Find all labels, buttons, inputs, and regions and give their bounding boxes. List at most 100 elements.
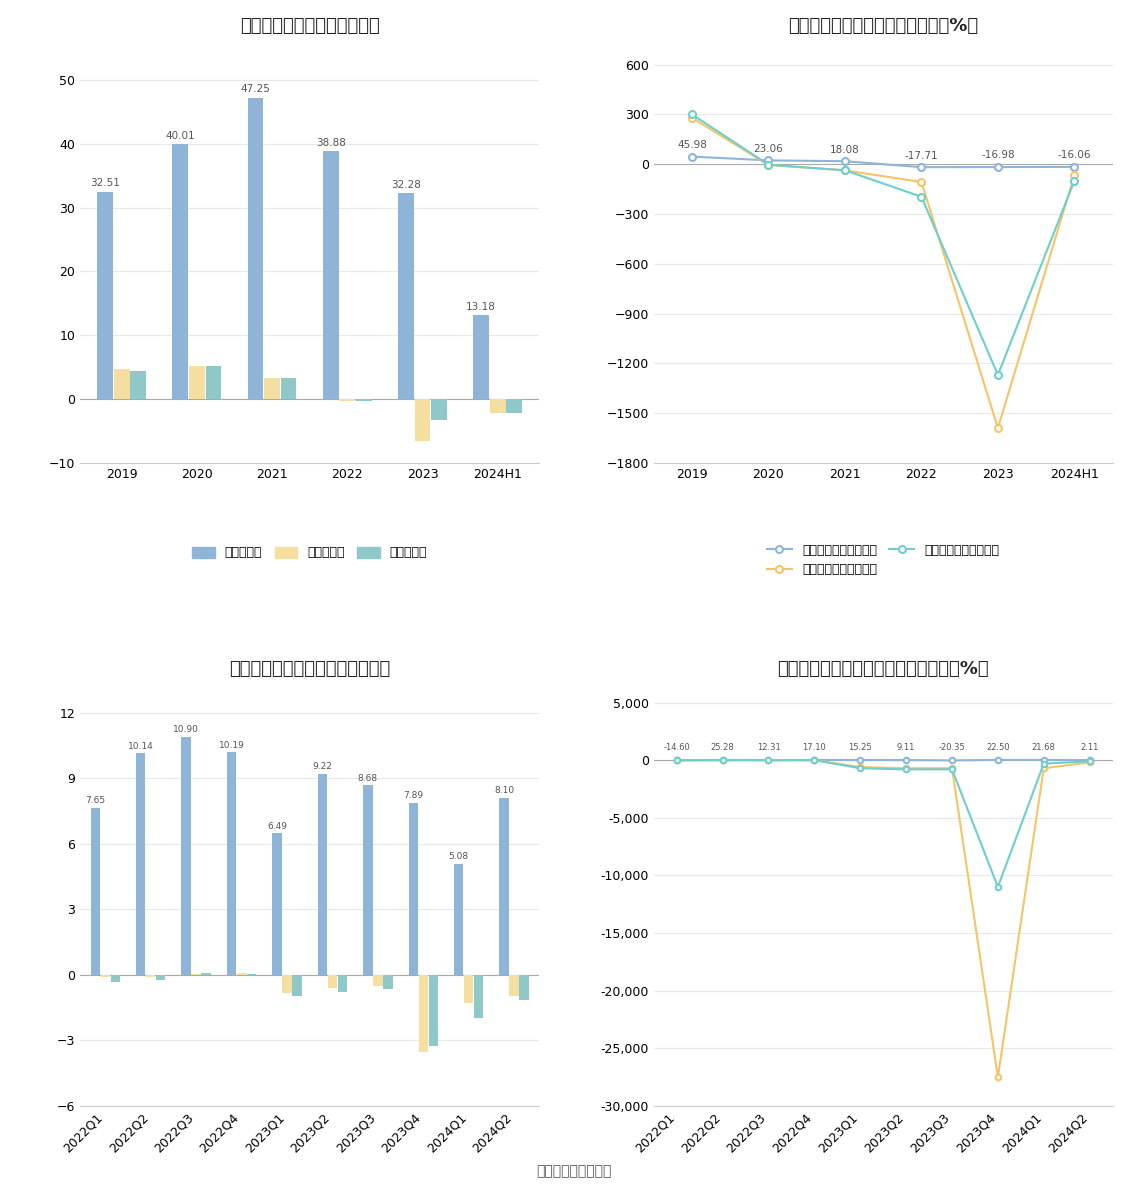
Text: 32.28: 32.28: [391, 180, 421, 190]
才非净利润同比增长率: [899, 762, 913, 776]
Text: 22.50: 22.50: [986, 743, 1009, 752]
Bar: [419, 975, 428, 1052]
Bar: [509, 975, 518, 996]
Bar: [146, 975, 156, 976]
才非净利润同比增长率: [853, 761, 867, 775]
营业总收入同比增长率: [838, 154, 852, 168]
营业总收入同比增长率: [807, 752, 821, 767]
归母净利润同比增长率: [762, 752, 775, 767]
Text: 9.22: 9.22: [312, 762, 333, 770]
Bar: [236, 974, 247, 975]
Bar: [383, 975, 392, 989]
Text: 23.06: 23.06: [754, 144, 783, 154]
Bar: [490, 399, 506, 412]
营业总收入同比增长率: [685, 149, 699, 163]
Bar: [181, 737, 190, 975]
Text: -16.98: -16.98: [981, 150, 1015, 160]
归母净利润同比增长率: [670, 752, 684, 767]
Bar: [136, 754, 146, 975]
归母净利润同比增长率: [1083, 755, 1097, 769]
Bar: [156, 975, 165, 980]
才非净利润同比增长率: [716, 752, 729, 767]
归母净利润同比增长率: [838, 163, 852, 178]
才非净利润同比增长率: [685, 107, 699, 121]
Bar: [205, 367, 221, 399]
Bar: [337, 975, 348, 992]
Bar: [172, 144, 188, 399]
营业总收入同比增长率: [716, 752, 729, 767]
Legend: 营业总收入, 归母净利润, 才非净利润: 营业总收入, 归母净利润, 才非净利润: [187, 541, 432, 565]
Bar: [474, 315, 489, 399]
Text: -17.71: -17.71: [905, 150, 938, 161]
Bar: [189, 365, 204, 399]
Text: -20.35: -20.35: [938, 743, 966, 752]
营业总收入同比增长率: [1083, 752, 1097, 767]
营业总收入同比增长率: [945, 754, 959, 768]
营业总收入同比增长率: [670, 754, 684, 768]
Line: 归母净利润同比增长率: 归母净利润同比增长率: [688, 114, 1078, 432]
才非净利润同比增长率: [1068, 173, 1082, 188]
Text: 10.19: 10.19: [219, 740, 244, 750]
归母净利润同比增长率: [914, 174, 928, 189]
Text: 32.51: 32.51: [91, 178, 120, 189]
Text: 15.25: 15.25: [849, 743, 872, 752]
Text: 21.68: 21.68: [1032, 743, 1055, 752]
Text: 8.68: 8.68: [358, 774, 377, 783]
Bar: [131, 371, 146, 399]
Bar: [282, 975, 291, 993]
Line: 营业总收入同比增长率: 营业总收入同比增长率: [688, 153, 1078, 171]
归母净利润同比增长率: [807, 752, 821, 767]
Line: 营业总收入同比增长率: 营业总收入同比增长率: [674, 757, 1092, 763]
才非净利润同比增长率: [670, 752, 684, 767]
Text: 13.18: 13.18: [466, 302, 497, 311]
才非净利润同比增长率: [1037, 756, 1051, 770]
Text: 9.11: 9.11: [897, 743, 915, 752]
Text: -16.06: -16.06: [1058, 150, 1091, 160]
Line: 才非净利润同比增长率: 才非净利润同比增长率: [674, 757, 1092, 889]
归母净利润同比增长率: [685, 111, 699, 125]
Text: 7.65: 7.65: [85, 796, 106, 805]
Bar: [373, 975, 383, 986]
Text: 7.89: 7.89: [404, 791, 423, 801]
归母净利润同比增长率: [991, 421, 1005, 435]
Line: 才非净利润同比增长率: 才非净利润同比增长率: [688, 111, 1078, 379]
Bar: [474, 975, 483, 1018]
Title: 营收、净利同比增长率季度变动情况（%）: 营收、净利同比增长率季度变动情况（%）: [778, 660, 989, 678]
Bar: [431, 399, 447, 419]
Bar: [281, 379, 296, 399]
Text: 25.28: 25.28: [711, 743, 734, 752]
Text: 38.88: 38.88: [315, 138, 345, 148]
Bar: [272, 833, 282, 975]
Bar: [292, 975, 302, 996]
Text: 10.90: 10.90: [173, 725, 200, 734]
Title: 历年营收、净利同比增长率情况（%）: 历年营收、净利同比增长率情况（%）: [788, 17, 978, 35]
才非净利润同比增长率: [807, 752, 821, 767]
Bar: [398, 194, 414, 399]
才非净利润同比增长率: [762, 157, 775, 172]
归母净利润同比增长率: [762, 157, 775, 172]
归母净利润同比增长率: [716, 752, 729, 767]
Bar: [340, 399, 356, 400]
Text: 12.31: 12.31: [757, 743, 780, 752]
Bar: [323, 151, 338, 399]
Bar: [507, 399, 522, 413]
Text: 2.11: 2.11: [1080, 743, 1099, 752]
Text: 数据来源：恒生聚源: 数据来源：恒生聚源: [536, 1164, 611, 1178]
Bar: [97, 191, 112, 399]
才非净利润同比增长率: [991, 880, 1005, 894]
Bar: [429, 975, 438, 1047]
Bar: [248, 97, 264, 399]
营业总收入同比增长率: [1037, 752, 1051, 767]
Bar: [91, 808, 100, 975]
营业总收入同比增长率: [991, 752, 1005, 767]
才非净利润同比增长率: [914, 190, 928, 204]
归母净利润同比增长率: [853, 760, 867, 774]
才非净利润同比增长率: [991, 368, 1005, 382]
才非净利润同比增长率: [945, 762, 959, 776]
Bar: [318, 774, 327, 975]
才非净利润同比增长率: [838, 163, 852, 178]
营业总收入同比增长率: [762, 153, 775, 167]
Text: -14.60: -14.60: [663, 743, 690, 752]
营业总收入同比增长率: [762, 752, 775, 767]
Bar: [463, 975, 474, 1002]
